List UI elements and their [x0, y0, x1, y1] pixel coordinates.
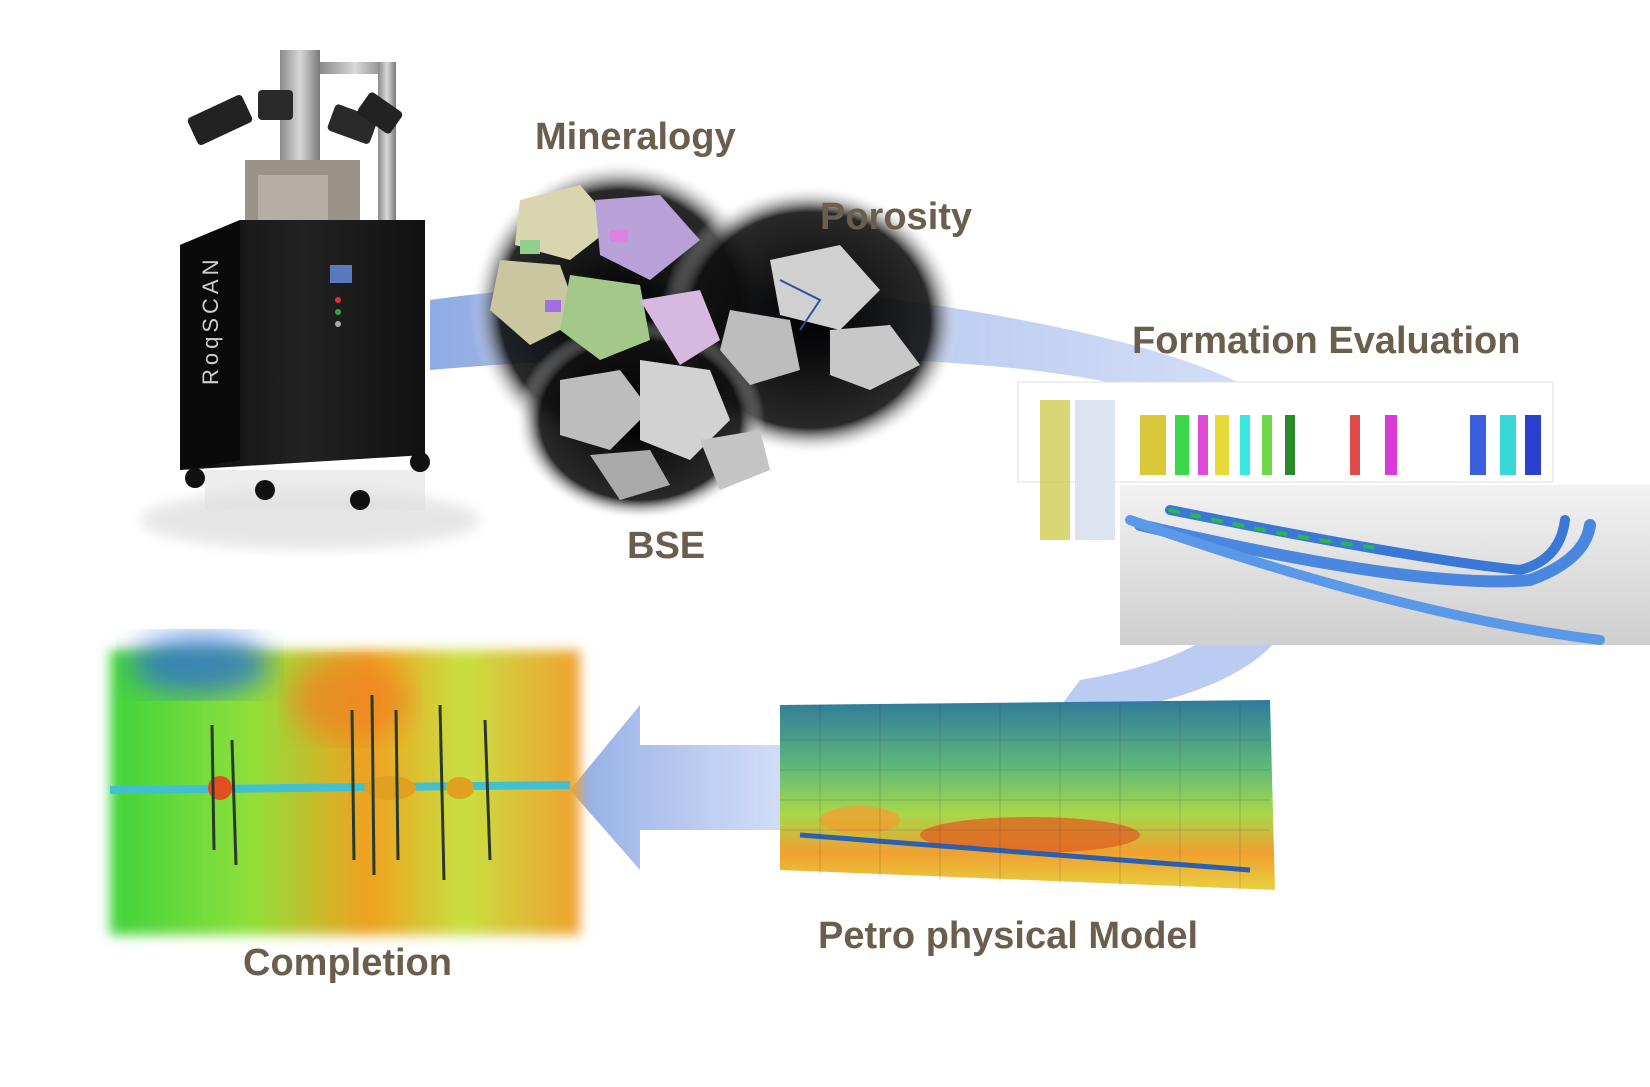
label-formation-evaluation: Formation Evaluation: [1132, 320, 1521, 362]
label-porosity: Porosity: [820, 196, 973, 238]
wellbore-paths: [1125, 505, 1605, 645]
label-mineralogy: Mineralogy: [535, 116, 736, 158]
label-petro-physical-model: Petro physical Model: [818, 915, 1199, 957]
log-tracks: [1140, 415, 1541, 475]
petro-physical-model-panel: [780, 700, 1275, 890]
bse-image: [560, 360, 770, 500]
instrument-brand-text: RoqSCAN: [198, 256, 223, 385]
mineralogy-image: [490, 185, 720, 365]
completion-panel: [109, 635, 580, 935]
roqscan-instrument: RoqSCAN: [140, 50, 480, 550]
label-bse: BSE: [627, 525, 706, 567]
porosity-image: [720, 245, 920, 390]
rock-image-cluster: [470, 160, 960, 520]
formation-evaluation-panel: [1017, 381, 1650, 645]
label-completion: Completion: [243, 942, 452, 984]
